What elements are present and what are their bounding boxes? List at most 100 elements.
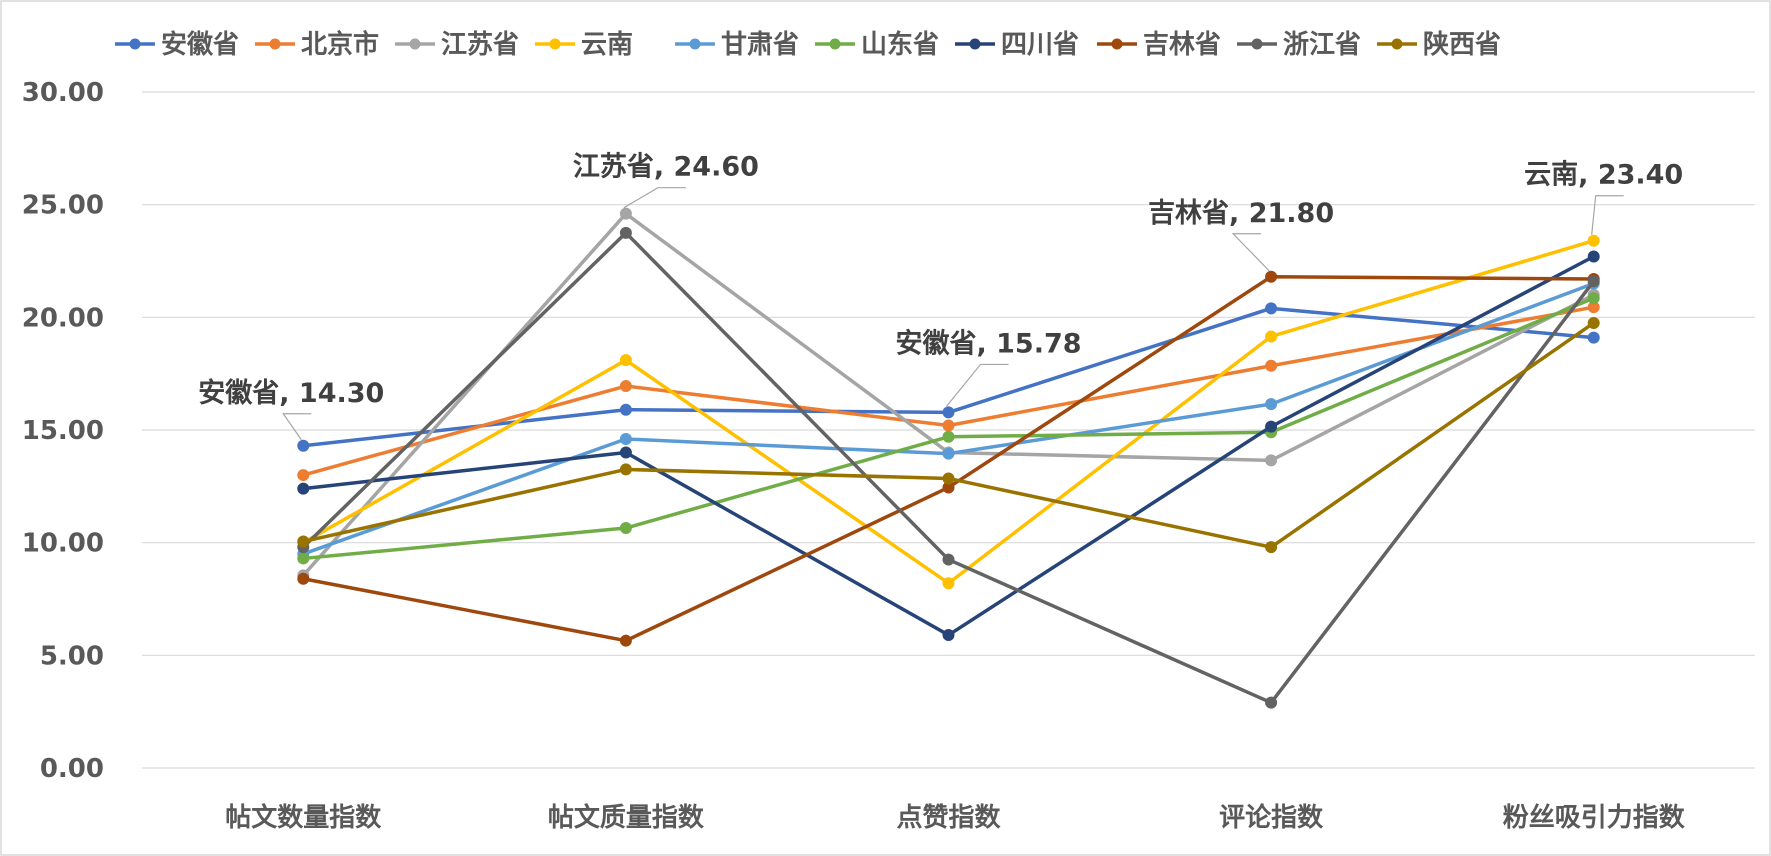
y-tick-label: 5.00 [40,641,104,671]
x-tick-label: 帖文质量指数 [548,802,705,833]
data-point [942,406,955,419]
data-point [619,522,632,535]
data-label: 安徽省, 14.30 [198,378,384,409]
y-tick-label: 15.00 [22,416,104,446]
x-tick-label: 点赞指数 [896,802,1001,833]
data-point [297,469,310,482]
leader-line [1231,233,1270,272]
y-tick-label: 20.00 [22,303,104,333]
legend-label: 浙江省 [1283,30,1361,60]
legend-label: 吉林省 [1143,30,1221,60]
legend-label: 山东省 [861,29,939,60]
data-point [619,354,632,367]
leader-line [1591,195,1624,235]
x-tick-label: 粉丝吸引力指数 [1503,803,1686,833]
data-point [1265,541,1278,554]
legend-item[interactable]: 北京市 [255,29,379,60]
legend-item[interactable]: 安徽省 [115,30,239,60]
data-point [619,446,632,459]
legend-swatch-marker [969,38,981,50]
data-label: 云南, 23.40 [1524,160,1683,191]
data-point [619,207,632,220]
data-point [1587,316,1600,329]
legend-item[interactable]: 云南 [535,30,633,60]
data-point [1265,420,1278,433]
legend-swatch-marker [269,38,281,50]
x-axis: 帖文数量指数 帖文质量指数 点赞指数 评论指数 粉丝吸引力指数 [225,802,1685,833]
data-point [619,463,632,476]
data-point [619,226,632,239]
legend: 安徽省 北京市 江苏省 云南 甘肃省 山东省 四川省 吉林省 浙江省 陕西省 [115,29,1501,60]
series-9 [297,316,1600,554]
data-point [942,419,955,432]
legend-swatch-marker [1251,38,1263,50]
data-label: 安徽省, 15.78 [895,328,1081,359]
data-labels: 安徽省, 14.30 江苏省, 24.60 安徽省, 15.78 吉林省, 21.80… [198,152,1683,441]
legend-item[interactable]: 陕西省 [1377,30,1501,60]
data-point [619,403,632,416]
data-point [1265,359,1278,372]
data-point [1265,330,1278,343]
leader-line [623,187,686,209]
data-label: 吉林省, 21.80 [1148,198,1334,229]
legend-swatch-marker [689,38,701,50]
legend-item[interactable]: 吉林省 [1097,30,1221,60]
data-label: 江苏省, 24.60 [573,152,759,183]
data-point [1265,696,1278,709]
data-point [297,572,310,585]
legend-label: 江苏省 [441,30,519,60]
gridlines [142,91,1755,769]
legend-label: 甘肃省 [721,30,799,60]
legend-item[interactable]: 甘肃省 [675,30,799,60]
x-tick-label: 帖文数量指数 [225,802,382,833]
data-point [942,472,955,485]
leader-line [946,363,1009,407]
data-point [619,380,632,393]
legend-label: 陕西省 [1423,30,1501,60]
legend-item[interactable]: 四川省 [955,30,1079,60]
data-point [942,629,955,642]
data-point [1265,398,1278,411]
legend-label: 安徽省 [161,30,239,60]
data-point [619,634,632,647]
leader-line [282,413,312,441]
data-point [1587,275,1600,288]
legend-item[interactable]: 山东省 [815,29,939,60]
legend-swatch-marker [409,38,421,50]
data-point [619,433,632,446]
data-point [942,430,955,443]
series-lines [297,207,1600,709]
data-point [1587,292,1600,305]
legend-item[interactable]: 浙江省 [1237,30,1361,60]
data-point [1587,250,1600,263]
data-point [297,439,310,452]
legend-swatch-marker [1111,38,1123,50]
legend-label: 北京市 [301,29,379,60]
y-tick-label: 25.00 [22,191,104,221]
y-tick-label: 10.00 [22,529,104,559]
data-point [1265,270,1278,283]
y-tick-label: 30.00 [22,78,104,108]
legend-label: 云南 [581,30,633,60]
data-point [942,553,955,566]
series-6 [297,250,1600,642]
data-point [1265,454,1278,467]
legend-swatch-marker [549,38,561,50]
legend-swatch-marker [1391,38,1403,50]
data-point [1587,234,1600,247]
legend-swatch-marker [129,38,141,50]
data-point [942,447,955,460]
data-point [942,577,955,590]
data-point [1587,331,1600,344]
data-point [297,552,310,565]
data-point [297,482,310,495]
data-point [1265,302,1278,315]
legend-swatch-marker [829,38,841,50]
y-axis: 0.00 5.00 10.00 15.00 20.00 25.00 30.00 [22,78,104,784]
legend-item[interactable]: 江苏省 [395,30,519,60]
y-tick-label: 0.00 [40,754,104,784]
legend-label: 四川省 [1001,30,1079,60]
